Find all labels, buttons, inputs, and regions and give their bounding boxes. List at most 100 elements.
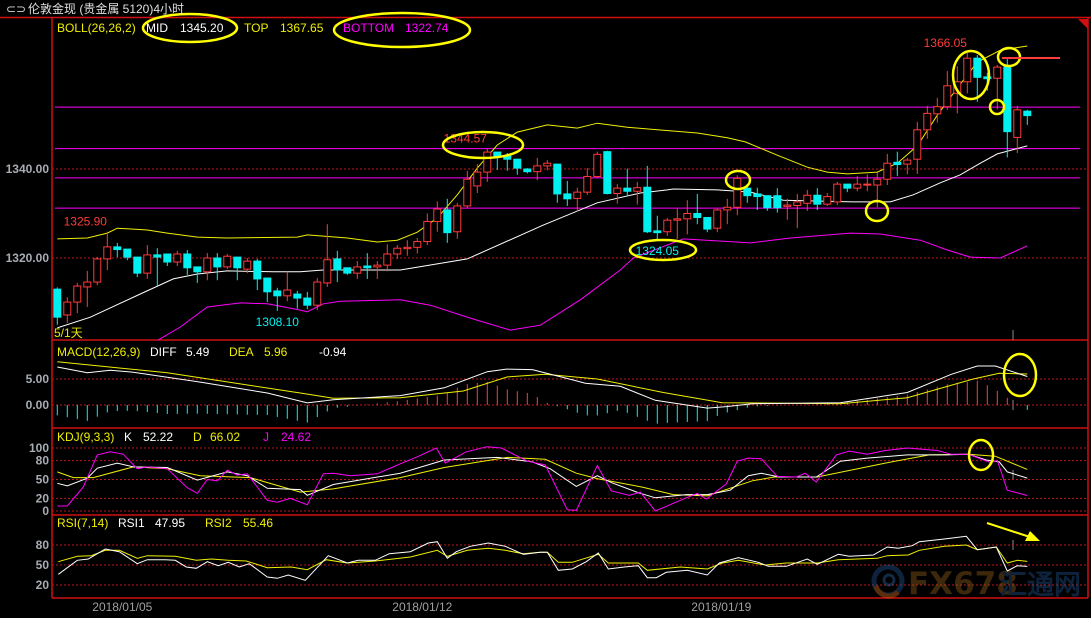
candle-body	[1023, 110, 1032, 117]
chart-frame	[0, 16, 1091, 599]
candle-body	[383, 253, 392, 266]
candle-body	[883, 162, 892, 180]
boll-top-value: 1367.65	[280, 21, 324, 35]
candle-body	[653, 230, 662, 234]
candle	[53, 287, 62, 325]
k-label: K	[124, 430, 132, 444]
dea-label: DEA	[229, 345, 254, 359]
candle	[823, 193, 832, 206]
candle-body	[723, 206, 732, 211]
boll-mid-label: MID	[146, 21, 168, 35]
boll-top-label: TOP	[244, 21, 268, 35]
candle	[963, 53, 972, 94]
candle	[273, 287, 282, 311]
candle	[363, 253, 372, 279]
candle	[1023, 109, 1032, 125]
candle	[83, 270, 92, 307]
rsi1-line	[58, 535, 1028, 581]
candle-body	[713, 209, 722, 229]
candle	[93, 257, 102, 286]
watermark: FX678 汇通网	[871, 564, 1081, 602]
candle-body	[233, 256, 242, 269]
candle-body	[953, 81, 962, 94]
candle-body	[813, 194, 822, 205]
y-tick-label: 80	[36, 538, 50, 552]
candle-body	[773, 195, 782, 209]
candle-body	[553, 163, 562, 195]
candle-body	[53, 288, 62, 318]
candle-body	[643, 186, 652, 233]
candle	[303, 291, 312, 310]
candle-body	[273, 290, 282, 297]
candle-body	[893, 161, 902, 166]
annotation-ellipse	[988, 98, 1006, 116]
candle-body	[983, 76, 992, 80]
candle	[603, 150, 612, 195]
candle-body	[803, 194, 812, 204]
j-value: 24.62	[281, 430, 311, 444]
candle-body	[593, 153, 602, 178]
candle	[573, 187, 582, 212]
candle-body	[453, 205, 462, 233]
candle-body	[973, 57, 982, 78]
candle-body	[673, 218, 682, 221]
y-tick-label: 20	[36, 491, 50, 505]
watermark-brand: FX678	[908, 566, 1018, 602]
candle	[63, 297, 72, 323]
candle	[233, 256, 242, 281]
x-tick-label: 2018/01/19	[691, 600, 751, 614]
candle	[653, 215, 662, 240]
candle	[813, 188, 822, 210]
boll-bottom-label: BOTTOM	[343, 21, 394, 35]
annotation-ellipse	[441, 130, 525, 160]
boll-bottom-value: 1322.74	[405, 21, 449, 35]
candle-body	[753, 193, 762, 198]
boll-label: BOLL(26,26,2)	[57, 21, 136, 35]
annotation-ellipse	[332, 11, 472, 49]
rsi-panel[interactable]	[58, 535, 1028, 581]
rsi-label: RSI(7,14)	[57, 516, 108, 530]
candle-body	[303, 297, 312, 306]
kdj-panel[interactable]	[57, 446, 1028, 512]
candle-body	[133, 256, 142, 274]
y-tick-label: 0	[42, 504, 49, 518]
candle	[413, 237, 422, 254]
candle-body	[403, 246, 412, 250]
candle-body	[183, 253, 192, 269]
candle-body	[393, 247, 402, 255]
candle-body	[573, 191, 582, 199]
rsi2-value: 55.46	[243, 516, 273, 530]
candle-body	[683, 213, 692, 220]
candle	[153, 248, 162, 287]
candle	[923, 105, 932, 139]
candle	[1013, 105, 1022, 153]
candle	[473, 164, 482, 194]
annotation-ellipse	[141, 12, 239, 44]
candle	[543, 160, 552, 171]
candle-body	[603, 151, 612, 194]
candle-body	[193, 266, 202, 273]
candle-body	[943, 85, 952, 108]
y-tick-label: 5.00	[26, 372, 50, 386]
candle	[993, 64, 1002, 110]
candle	[353, 261, 362, 279]
candle	[663, 217, 672, 236]
kdj-k-line	[57, 453, 1028, 499]
price-extreme-label: 1325.90	[64, 215, 108, 229]
corner-marker	[1078, 19, 1088, 29]
boll-legend: BOLL(26,26,2) MID 1345.20 TOP 1367.65 BO…	[57, 21, 449, 35]
candle-body	[823, 196, 832, 205]
macd-panel[interactable]	[56, 361, 1028, 424]
candle	[403, 240, 412, 256]
candle	[583, 168, 592, 195]
candle	[423, 213, 432, 246]
candle-body	[833, 183, 842, 203]
kdj-legend: KDJ(9,3,3) K 52.22 D 66.02 J 24.62	[57, 430, 311, 444]
candle-body	[243, 260, 252, 270]
link-icon[interactable]: ⊂⊃	[6, 2, 26, 16]
candle-body	[173, 253, 182, 263]
candle-body	[793, 201, 802, 206]
candle-body	[343, 267, 352, 274]
